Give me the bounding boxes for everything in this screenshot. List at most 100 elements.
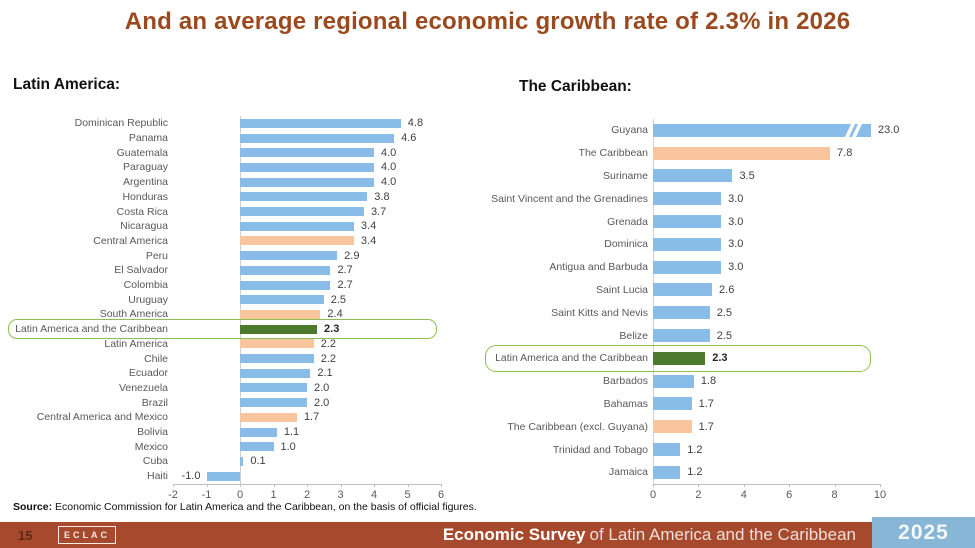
value-label: 4.0: [381, 161, 397, 174]
x-axis-tick-label: 5: [404, 489, 411, 501]
category-label: Peru: [145, 249, 168, 262]
bar: [240, 251, 338, 261]
x-axis-tick-label: 0: [649, 489, 657, 501]
category-label: Latin America and the Caribbean: [495, 352, 648, 365]
value-label: 2.5: [330, 293, 347, 306]
bar: [240, 456, 244, 466]
value-label: 3.0: [728, 192, 744, 205]
bar-row: Dominica 3.0: [485, 233, 975, 256]
bar-row: The Caribbean 7.8: [485, 142, 975, 165]
bar-row: Nicaragua 3.4: [10, 219, 470, 234]
category-label: Latin America: [104, 337, 168, 350]
value-label: 2.1: [317, 367, 333, 380]
category-label: Colombia: [123, 279, 168, 292]
value-label: 1.7: [698, 420, 714, 433]
bar: [653, 215, 722, 229]
bar-row: The Caribbean (excl. Guyana) 1.7: [485, 415, 975, 438]
bar-row: Brazil 2.0: [10, 395, 470, 410]
bar: [653, 443, 681, 457]
x-axis-tick: [880, 484, 881, 487]
bar-row: El Salvador 2.7: [10, 263, 470, 278]
bar: [240, 192, 368, 202]
value-label: 4.6: [401, 132, 417, 145]
category-label: Bahamas: [603, 397, 648, 410]
category-label: Central America: [93, 234, 168, 247]
bar-row: Cuba 0.1: [10, 454, 470, 469]
source-text: Economic Commission for Latin America an…: [52, 501, 477, 513]
page-title: And an average regional economic growth …: [124, 8, 851, 35]
category-label: Honduras: [122, 190, 168, 203]
bar-row: Panama 4.6: [10, 131, 470, 146]
bar: [240, 398, 307, 408]
x-axis-tick: [240, 484, 241, 487]
bar: [240, 177, 374, 187]
value-label: 2.0: [314, 396, 330, 409]
x-axis-tick: [698, 484, 700, 487]
bar: [653, 420, 692, 434]
value-label: 2.3: [324, 323, 340, 336]
x-axis-tick: [441, 484, 442, 487]
bar: [240, 295, 324, 305]
value-label: -1.0: [181, 470, 201, 483]
eclac-logo: ECLAC: [58, 526, 116, 544]
category-label: Central America and Mexico: [36, 411, 168, 424]
bar-row: South America 2.4: [10, 307, 470, 322]
bar: [653, 237, 722, 251]
category-label: Saint Kitts and Nevis: [551, 306, 648, 319]
value-label: 3.4: [360, 234, 377, 247]
bar-row: Ecuador 2.1: [10, 366, 470, 381]
category-label: Suriname: [603, 169, 648, 182]
bar-row: Antigua and Barbuda 3.0: [485, 256, 975, 279]
bar: [240, 309, 321, 319]
bar-row: Mexico 1.0: [10, 439, 470, 454]
category-label: Chile: [144, 352, 168, 365]
category-label: El Salvador: [114, 264, 168, 277]
bar-row: Saint Kitts and Nevis 2.5: [485, 301, 975, 324]
category-label: Paraguay: [123, 161, 168, 174]
bar: [653, 329, 710, 343]
value-label: 1.1: [283, 426, 300, 439]
category-label: Antigua and Barbuda: [549, 261, 648, 274]
bar: [240, 280, 331, 290]
value-label: 0.1: [250, 455, 266, 468]
category-label: Brazil: [141, 396, 168, 409]
x-axis-tick-label: 2: [303, 489, 311, 501]
bar: [240, 148, 374, 158]
page-number: 15: [18, 527, 33, 543]
value-label: 1.7: [303, 411, 320, 424]
value-label: 2.0: [314, 381, 330, 394]
x-axis-tick-label: -2: [168, 489, 178, 501]
bar: [653, 397, 692, 411]
category-label: Jamaica: [608, 466, 648, 479]
bar-row: Guatemala 4.0: [10, 145, 470, 160]
category-label: Ecuador: [128, 367, 168, 380]
bar-row: Latin America 2.2: [10, 337, 470, 352]
category-label: Nicaragua: [120, 220, 168, 233]
x-axis-line: [653, 484, 880, 485]
bar: [653, 306, 710, 320]
bar: [653, 169, 733, 183]
bar-row: Venezuela 2.0: [10, 381, 470, 396]
latin-america-chart: Dominican Republic 4.8 Panama 4.6 Guatemala 4…: [8, 116, 470, 516]
category-label: Dominican Republic: [74, 117, 168, 130]
category-label: Belize: [619, 329, 648, 342]
x-axis-tick-label: 4: [370, 489, 378, 501]
category-label: Guyana: [611, 124, 648, 137]
bar-row: Guyana 23.0: [485, 119, 975, 142]
value-label: 23.0: [878, 124, 900, 137]
survey-title: Economic Survey of Latin America and the …: [443, 522, 856, 548]
bar: [240, 236, 354, 246]
x-axis-tick-label: 8: [831, 489, 838, 501]
bar-row: Paraguay 4.0: [10, 160, 470, 175]
value-label: 2.4: [327, 308, 343, 321]
category-label: Guatemala: [116, 146, 168, 159]
bar-row: Costa Rica 3.7: [10, 204, 470, 219]
x-axis-tick: [407, 484, 409, 487]
value-label: 3.8: [374, 190, 390, 203]
bar-row: Latin America and the Caribbean 2.3: [10, 322, 470, 337]
bar: [240, 383, 307, 393]
x-axis-tick: [307, 484, 308, 487]
bar-row: Colombia 2.7: [10, 278, 470, 293]
x-axis-tick-label: 6: [437, 489, 445, 501]
bar: [240, 427, 277, 437]
